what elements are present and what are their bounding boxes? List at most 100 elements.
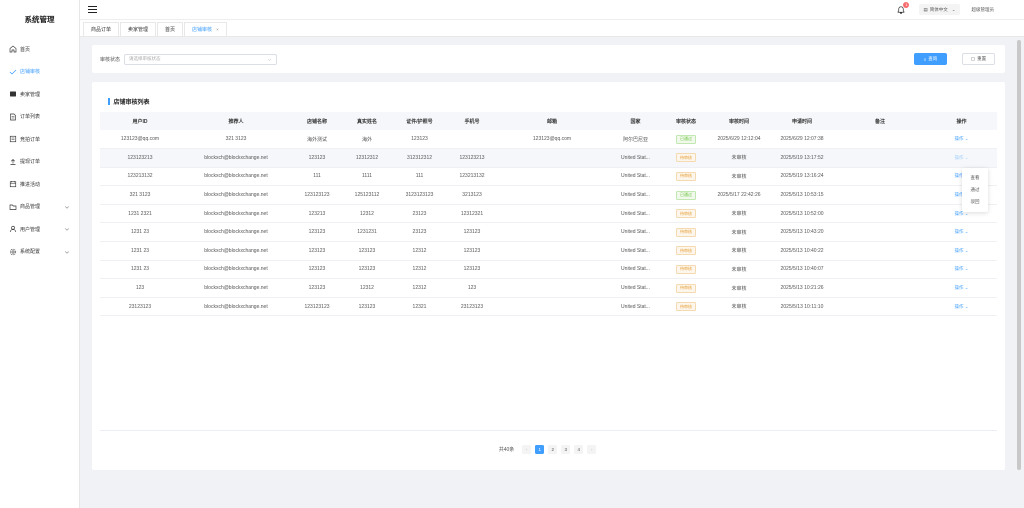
table-cell: 12312312 bbox=[342, 148, 392, 168]
sidebar-item-9[interactable]: 系统配置 bbox=[0, 241, 79, 264]
tab-1[interactable]: 卖家管理 bbox=[120, 22, 157, 36]
table-cell: 123213132 bbox=[100, 167, 180, 187]
sidebar-item-1[interactable]: 店铺审核 bbox=[0, 61, 79, 84]
filter-label: 审核状态 bbox=[100, 56, 121, 63]
table-cell: 待审核 bbox=[664, 167, 708, 187]
action-link[interactable]: 操作 ⌄ bbox=[954, 304, 968, 309]
chevron-down-icon: ⌄ bbox=[963, 266, 969, 272]
pagination-total: 共40条 bbox=[498, 447, 515, 453]
chevron-down-icon: ⌄ bbox=[963, 285, 969, 291]
chevron-down-icon bbox=[267, 58, 272, 61]
table-cell: 操作 ⌄ bbox=[926, 297, 997, 317]
table-cell bbox=[497, 204, 607, 224]
tab-2[interactable]: 首页 bbox=[157, 22, 184, 36]
receipt-icon bbox=[8, 135, 17, 144]
dropdown-item[interactable]: 通过 bbox=[970, 187, 980, 192]
search-icon: ⌕ bbox=[923, 56, 927, 62]
pagination-page-button[interactable]: 2 bbox=[548, 445, 558, 454]
table-cell: United Stat... bbox=[607, 167, 664, 187]
table-cell: 2025/5/13 10:40:22 bbox=[770, 241, 834, 261]
table-row: 123123@qq.com 321 3123 海外测试 海外 123123 123123@… bbox=[100, 130, 997, 150]
sidebar-item-7[interactable]: 商品管理 bbox=[0, 196, 79, 219]
sidebar-item-4[interactable]: 竞拍订单 bbox=[0, 128, 79, 151]
action-label: 操作 bbox=[954, 210, 964, 216]
sidebar-item-8[interactable]: 用户管理 bbox=[0, 218, 79, 241]
tab-0[interactable]: 商品订单 bbox=[83, 22, 120, 36]
gear-icon bbox=[8, 247, 17, 256]
dropdown-item[interactable]: 驳回 bbox=[970, 199, 980, 204]
close-icon[interactable]: × bbox=[216, 27, 219, 32]
table-cell: blockxch@blockxchange.net bbox=[180, 278, 292, 298]
pagination-page-button[interactable]: 4 bbox=[574, 445, 584, 454]
table-cell: 23123123 bbox=[100, 297, 180, 317]
table-cell: 已通过 bbox=[664, 185, 708, 205]
action-link[interactable]: 操作 ⌄ bbox=[954, 155, 968, 160]
table-cell: 操作 ⌄ bbox=[926, 148, 997, 168]
language-select[interactable]: ▤ 简体中文 ⌄ bbox=[919, 4, 960, 15]
dropdown-item[interactable]: 查看 bbox=[970, 175, 980, 180]
reset-button[interactable]: ▢ 重置 bbox=[962, 53, 995, 65]
table-cell: 123 bbox=[100, 278, 180, 298]
table-cell bbox=[834, 167, 926, 187]
sidebar-item-label: 订单列表 bbox=[20, 114, 41, 121]
table-cell: United Stat... bbox=[607, 260, 664, 280]
action-label: 操作 bbox=[954, 266, 964, 272]
sidebar-item-label: 商品管理 bbox=[20, 204, 41, 211]
tab-3[interactable]: 店铺审核 × bbox=[184, 22, 227, 36]
table-cell: 未审核 bbox=[708, 222, 770, 243]
sidebar-item-2[interactable]: 卖家管理 bbox=[0, 83, 79, 106]
query-button[interactable]: ⌕ 查询 bbox=[914, 53, 947, 65]
action-label: 操作 bbox=[954, 154, 964, 160]
action-label: 操作 bbox=[954, 173, 964, 179]
table-cell bbox=[834, 148, 926, 168]
action-label: 操作 bbox=[954, 192, 964, 198]
table-cell: 1231 23 bbox=[100, 241, 180, 261]
tabs-bar: 商品订单 卖家管理 首页 店铺审核 × bbox=[80, 19, 1024, 37]
table-row: 123123213 blockxch@blockxchange.net 123123… bbox=[100, 148, 997, 168]
status-badge: 待审核 bbox=[676, 302, 696, 312]
sidebar-item-3[interactable]: 订单列表 bbox=[0, 106, 79, 129]
table-cell: 待审核 bbox=[664, 278, 708, 298]
table-cell: 3213123 bbox=[447, 185, 497, 205]
pagination-prev-button[interactable]: ‹ bbox=[522, 445, 532, 454]
action-link[interactable]: 操作 ⌄ bbox=[954, 266, 968, 271]
pagination-page-button[interactable]: 1 bbox=[535, 445, 545, 454]
action-link[interactable]: 操作 ⌄ bbox=[954, 248, 968, 253]
action-link[interactable]: 操作 ⌄ bbox=[954, 136, 968, 141]
table-cell bbox=[497, 260, 607, 280]
hamburger-menu-icon[interactable] bbox=[88, 5, 97, 14]
scrollbar[interactable] bbox=[1017, 40, 1021, 470]
table-cell: 111 bbox=[292, 167, 342, 187]
table-cell: 23123 bbox=[392, 204, 447, 224]
table-cell: 2025/5/17 22:42:26 bbox=[708, 185, 770, 205]
action-label: 操作 bbox=[954, 303, 964, 309]
table-cell: 123123 bbox=[292, 222, 342, 243]
column-header: 用户ID bbox=[100, 112, 180, 130]
table-cell: 123213132 bbox=[447, 167, 497, 187]
action-link[interactable]: 操作 ⌄ bbox=[954, 211, 968, 216]
status-select[interactable]: 请选择审核状态 bbox=[124, 53, 278, 65]
folder-icon bbox=[8, 202, 17, 211]
action-link[interactable]: 操作 ⌄ bbox=[954, 285, 968, 290]
table-cell bbox=[447, 130, 497, 150]
table-cell: 1231231 bbox=[342, 222, 392, 243]
table-cell: 123123 bbox=[342, 297, 392, 317]
table-cell: 123123 bbox=[447, 241, 497, 261]
pagination-next-button[interactable]: › bbox=[587, 445, 597, 454]
status-badge: 已通过 bbox=[676, 190, 696, 200]
action-link[interactable]: 操作 ⌄ bbox=[954, 229, 968, 234]
table-cell: 2025/5/13 10:52:00 bbox=[770, 204, 834, 224]
sidebar-item-0[interactable]: 首页 bbox=[0, 38, 79, 61]
sidebar-item-label: 首页 bbox=[20, 46, 31, 53]
pagination-page-button[interactable]: 3 bbox=[561, 445, 571, 454]
table-cell bbox=[497, 241, 607, 261]
user-menu[interactable]: 超级管理员 bbox=[972, 7, 995, 13]
sidebar-item-6[interactable]: 推进活动 bbox=[0, 173, 79, 196]
sidebar-item-5[interactable]: 提现订单 bbox=[0, 151, 79, 174]
table-cell: 123123123 bbox=[292, 297, 342, 317]
status-badge: 待审核 bbox=[676, 171, 696, 181]
chevron-down-icon: ⌄ bbox=[963, 247, 969, 253]
table-cell: 待审核 bbox=[664, 260, 708, 280]
bell-icon[interactable]: 1 bbox=[897, 1, 910, 14]
status-badge: 待审核 bbox=[676, 264, 696, 274]
